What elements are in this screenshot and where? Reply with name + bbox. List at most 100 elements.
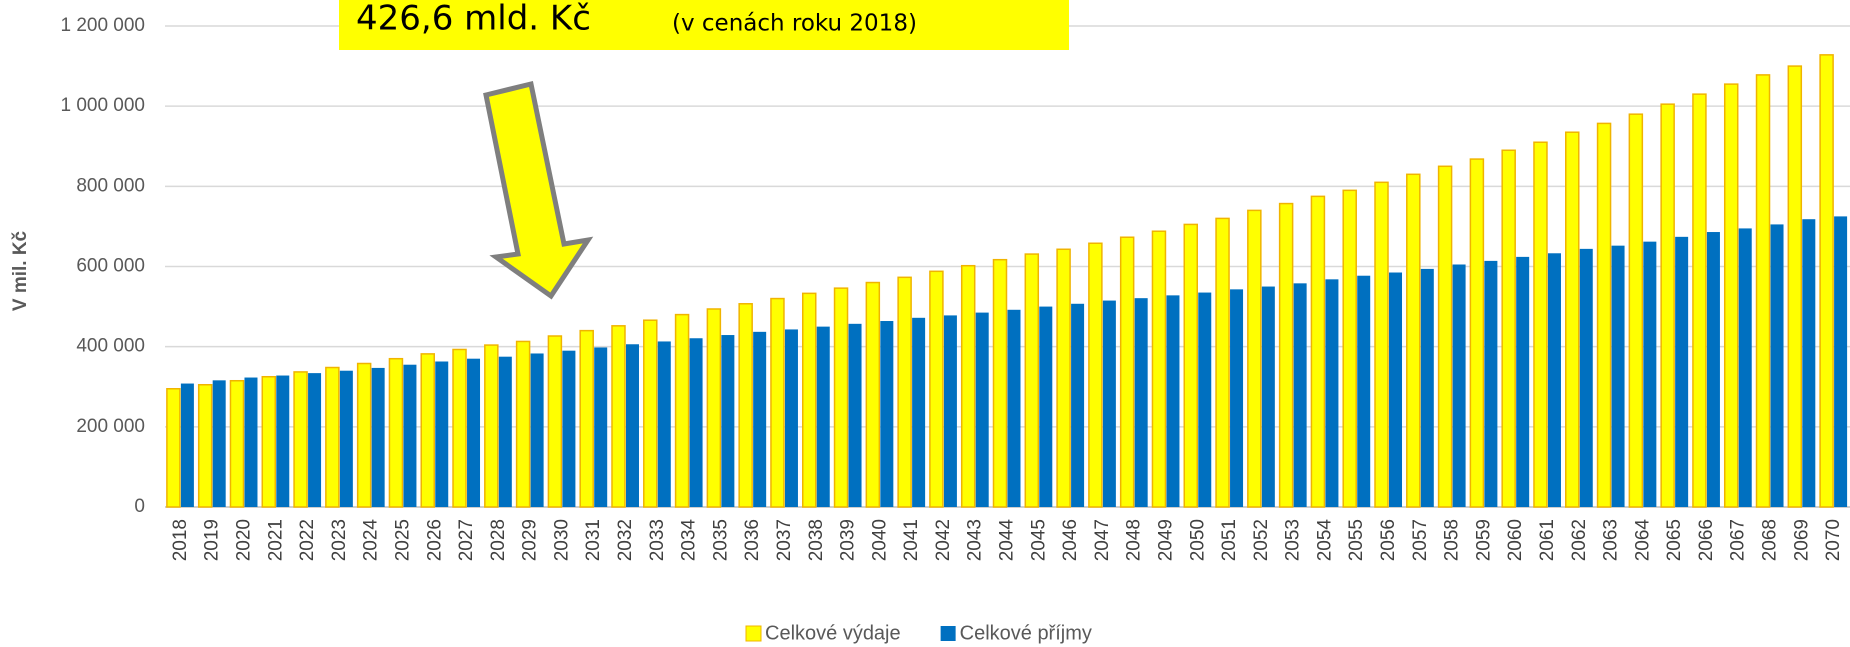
bar bbox=[1547, 253, 1561, 507]
bar bbox=[530, 353, 544, 507]
bar bbox=[1357, 275, 1371, 507]
bar bbox=[1325, 279, 1339, 507]
bar bbox=[547, 335, 563, 508]
bar bbox=[339, 370, 353, 507]
x-tick-label: 2049 bbox=[1155, 519, 1176, 561]
bar bbox=[880, 321, 894, 507]
bar bbox=[594, 347, 608, 507]
x-tick-label: 2019 bbox=[202, 519, 223, 561]
bar bbox=[293, 371, 308, 508]
bar bbox=[1706, 232, 1720, 508]
bar bbox=[1611, 245, 1625, 507]
bar bbox=[388, 357, 404, 508]
bar bbox=[1389, 272, 1403, 507]
bar bbox=[1452, 264, 1466, 507]
x-tick-label: 2039 bbox=[838, 519, 859, 561]
x-tick-label: 2033 bbox=[647, 519, 668, 561]
bar bbox=[960, 264, 976, 508]
bar bbox=[1819, 54, 1834, 508]
x-tick-label: 2037 bbox=[774, 519, 795, 561]
x-tick-label: 2059 bbox=[1473, 519, 1494, 561]
y-tick-label: 400 000 bbox=[76, 336, 145, 357]
x-tick-label: 2027 bbox=[456, 519, 477, 561]
x-tick-label: 2054 bbox=[1314, 519, 1335, 562]
bar bbox=[833, 287, 849, 508]
bar bbox=[1230, 289, 1244, 507]
bar bbox=[1469, 158, 1485, 508]
bar bbox=[1660, 103, 1675, 508]
x-tick-label: 2047 bbox=[1092, 519, 1113, 561]
bar bbox=[975, 312, 989, 507]
bar bbox=[498, 356, 512, 507]
x-tick-label: 2036 bbox=[742, 519, 763, 561]
legend-swatch bbox=[940, 626, 956, 641]
bar bbox=[625, 344, 639, 507]
bar bbox=[308, 373, 322, 507]
x-tick-label: 2065 bbox=[1664, 519, 1685, 561]
bar bbox=[1102, 300, 1116, 507]
bar bbox=[1628, 113, 1644, 508]
x-tick-label: 2058 bbox=[1442, 519, 1463, 561]
x-tick-label: 2051 bbox=[1219, 519, 1240, 561]
x-tick-label: 2045 bbox=[1028, 519, 1049, 561]
x-tick-label: 2035 bbox=[710, 519, 731, 561]
bar bbox=[657, 341, 671, 507]
bar bbox=[484, 344, 499, 508]
annotation-main: 426,6 mld. Kč bbox=[356, 0, 591, 39]
bar bbox=[1437, 165, 1453, 508]
x-tick-label: 2018 bbox=[170, 519, 191, 561]
bar bbox=[1247, 209, 1262, 508]
x-tick-label: 2030 bbox=[551, 519, 572, 561]
bar bbox=[865, 281, 881, 508]
x-tick-label: 2050 bbox=[1187, 519, 1208, 561]
bar bbox=[1692, 93, 1707, 508]
legend-label: Celkové výdaje bbox=[765, 622, 901, 644]
x-tick-label: 2052 bbox=[1251, 519, 1272, 561]
bar bbox=[1579, 248, 1593, 507]
bar bbox=[1501, 149, 1516, 508]
bar bbox=[1007, 309, 1021, 507]
bar bbox=[738, 303, 753, 508]
x-tick-label: 2048 bbox=[1124, 519, 1145, 561]
y-tick-label: 0 bbox=[134, 496, 145, 517]
x-tick-label: 2040 bbox=[869, 519, 890, 561]
bar bbox=[579, 329, 594, 508]
bar bbox=[1261, 286, 1275, 507]
bar bbox=[721, 335, 735, 507]
bar bbox=[1516, 256, 1530, 507]
bar bbox=[467, 358, 481, 507]
bar bbox=[356, 362, 372, 508]
x-tick-label: 2023 bbox=[329, 519, 350, 561]
x-tick-label: 2060 bbox=[1505, 519, 1526, 561]
x-tick-label: 2025 bbox=[392, 519, 413, 561]
x-tick-label: 2061 bbox=[1537, 519, 1558, 561]
x-tick-label: 2042 bbox=[933, 519, 954, 561]
x-tick-label: 2055 bbox=[1346, 519, 1367, 561]
bar bbox=[897, 276, 912, 508]
bar bbox=[706, 308, 722, 508]
x-tick-label: 2029 bbox=[520, 519, 541, 561]
bar bbox=[420, 353, 435, 508]
y-tick-label: 1 200 000 bbox=[60, 15, 145, 36]
bar bbox=[674, 313, 690, 508]
bar bbox=[562, 350, 576, 507]
bar bbox=[1420, 268, 1434, 507]
bar bbox=[1834, 216, 1848, 508]
bar bbox=[1723, 83, 1739, 508]
annotation-note: (v cenách roku 2018) bbox=[672, 11, 917, 37]
x-tick-label: 2046 bbox=[1060, 519, 1081, 561]
bar bbox=[1755, 74, 1771, 508]
bar bbox=[689, 338, 703, 507]
bar bbox=[515, 340, 531, 508]
annotation-box bbox=[339, 0, 1069, 50]
x-tick-label: 2031 bbox=[583, 519, 604, 561]
x-tick-label: 2020 bbox=[233, 519, 254, 561]
legend-swatch bbox=[745, 625, 762, 642]
bar bbox=[244, 377, 258, 507]
bar bbox=[1151, 230, 1167, 508]
x-tick-label: 2038 bbox=[806, 519, 827, 561]
x-tick-label: 2028 bbox=[488, 519, 509, 561]
bar bbox=[1183, 223, 1199, 508]
bar bbox=[261, 375, 277, 508]
x-tick-label: 2044 bbox=[997, 519, 1018, 562]
